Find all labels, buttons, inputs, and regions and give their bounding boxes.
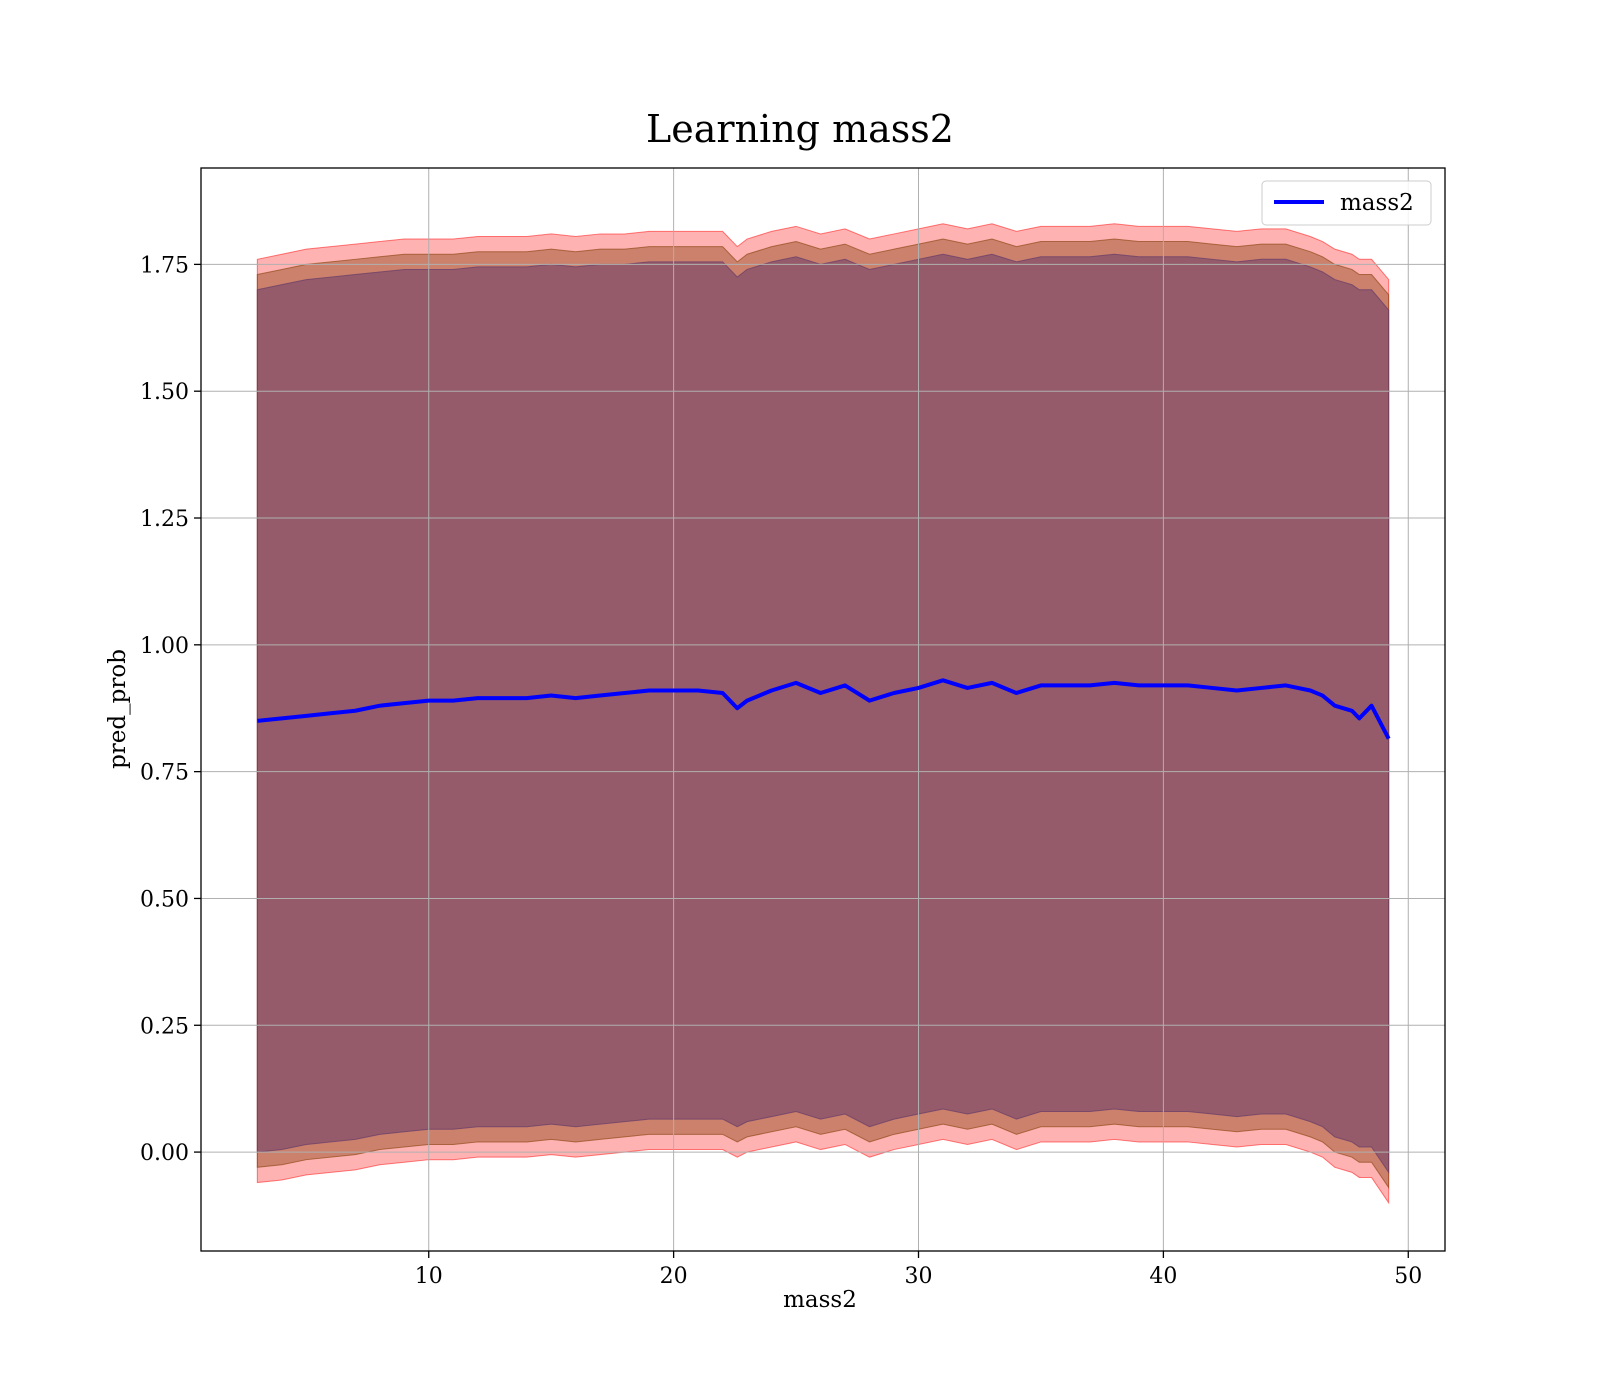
x-tick-label: 30 [905, 1264, 933, 1289]
y-tick-label: 0.75 [140, 761, 189, 786]
y-tick-label: 0.25 [140, 1014, 189, 1039]
x-tick-label: 40 [1149, 1264, 1177, 1289]
x-tick-label: 20 [660, 1264, 688, 1289]
x-axis-label: mass2 [783, 1287, 857, 1313]
legend-box [1261, 180, 1432, 226]
plot-frame [200, 167, 1446, 1252]
x-tick-label: 50 [1394, 1264, 1422, 1289]
x-tick-label: 10 [415, 1264, 443, 1289]
series-lines [257, 678, 1391, 740]
y-tick-label: 0.00 [140, 1141, 189, 1166]
y-tick-label: 1.75 [140, 253, 189, 278]
confidence-bands [256, 223, 1390, 1205]
series-line-mass2 [257, 678, 1391, 740]
legend-label-mass2: mass2 [1340, 190, 1414, 216]
x-axis-ticks: 10 20 30 40 50 [415, 1251, 1422, 1289]
chart-title: Learning mass2 [646, 107, 954, 151]
y-axis-ticks: 0.00 0.25 0.50 0.75 1.00 1.25 1.50 1.75 [140, 253, 201, 1166]
y-tick-label: 1.00 [140, 634, 189, 659]
y-axis-label: pred_prob [105, 649, 131, 769]
legend: mass2 [1261, 180, 1432, 226]
grid-lines [201, 168, 1445, 1251]
band-2 [256, 253, 1390, 1175]
plot-border [200, 167, 1446, 1252]
y-tick-label: 0.50 [140, 887, 189, 912]
y-tick-label: 1.25 [140, 507, 189, 532]
y-tick-label: 1.50 [140, 380, 189, 405]
